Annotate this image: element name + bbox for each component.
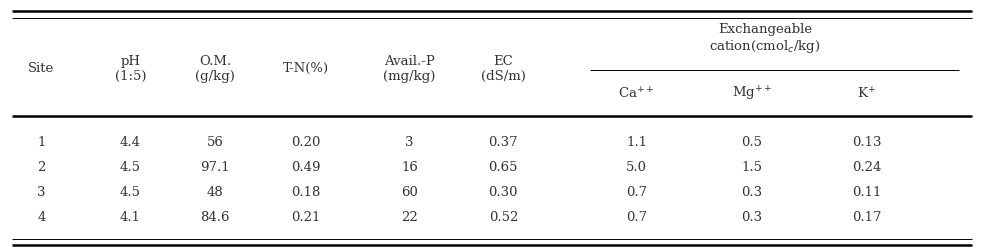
Text: 1.5: 1.5 <box>740 161 762 174</box>
Text: 48: 48 <box>207 186 223 199</box>
Text: Avail.-P
(mg/kg): Avail.-P (mg/kg) <box>383 55 436 83</box>
Text: 60: 60 <box>400 186 418 199</box>
Text: 0.65: 0.65 <box>488 161 518 174</box>
Text: 3: 3 <box>37 186 45 199</box>
Text: 0.37: 0.37 <box>488 136 518 149</box>
Text: 4.5: 4.5 <box>119 161 141 174</box>
Text: 0.49: 0.49 <box>291 161 320 174</box>
Text: Site: Site <box>29 62 54 75</box>
Text: 16: 16 <box>400 161 418 174</box>
Text: Ca$^{++}$: Ca$^{++}$ <box>618 86 654 102</box>
Text: 0.7: 0.7 <box>625 186 647 199</box>
Text: 4.5: 4.5 <box>119 186 141 199</box>
Text: EC
(dS/m): EC (dS/m) <box>480 55 526 83</box>
Text: 5.0: 5.0 <box>625 161 647 174</box>
Text: 4: 4 <box>37 211 45 224</box>
Text: O.M.
(g/kg): O.M. (g/kg) <box>195 55 235 83</box>
Text: 0.18: 0.18 <box>291 186 320 199</box>
Text: 97.1: 97.1 <box>200 161 230 174</box>
Text: 0.11: 0.11 <box>851 186 880 199</box>
Text: K$^{+}$: K$^{+}$ <box>856 86 876 102</box>
Text: 84.6: 84.6 <box>200 211 230 224</box>
Text: 0.17: 0.17 <box>851 211 880 224</box>
Text: 0.21: 0.21 <box>291 211 320 224</box>
Text: 0.3: 0.3 <box>740 211 762 224</box>
Text: 0.3: 0.3 <box>740 186 762 199</box>
Text: 4.4: 4.4 <box>119 136 141 149</box>
Text: 4.1: 4.1 <box>119 211 141 224</box>
Text: 0.5: 0.5 <box>740 136 762 149</box>
Text: 22: 22 <box>401 211 417 224</box>
Text: 0.30: 0.30 <box>488 186 518 199</box>
Text: 3: 3 <box>405 136 413 149</box>
Text: 0.7: 0.7 <box>625 211 647 224</box>
Text: pH
(1:5): pH (1:5) <box>114 55 146 83</box>
Text: 0.20: 0.20 <box>291 136 320 149</box>
Text: 1: 1 <box>37 136 45 149</box>
Text: 2: 2 <box>37 161 45 174</box>
Text: 1.1: 1.1 <box>625 136 647 149</box>
Text: 56: 56 <box>206 136 224 149</box>
Text: 0.13: 0.13 <box>851 136 880 149</box>
Text: Mg$^{++}$: Mg$^{++}$ <box>731 84 772 103</box>
Text: 0.52: 0.52 <box>488 211 518 224</box>
Text: T-N(%): T-N(%) <box>283 62 328 75</box>
Text: Exchangeable
cation(cmol$_c$/kg): Exchangeable cation(cmol$_c$/kg) <box>709 22 819 55</box>
Text: 0.24: 0.24 <box>851 161 880 174</box>
